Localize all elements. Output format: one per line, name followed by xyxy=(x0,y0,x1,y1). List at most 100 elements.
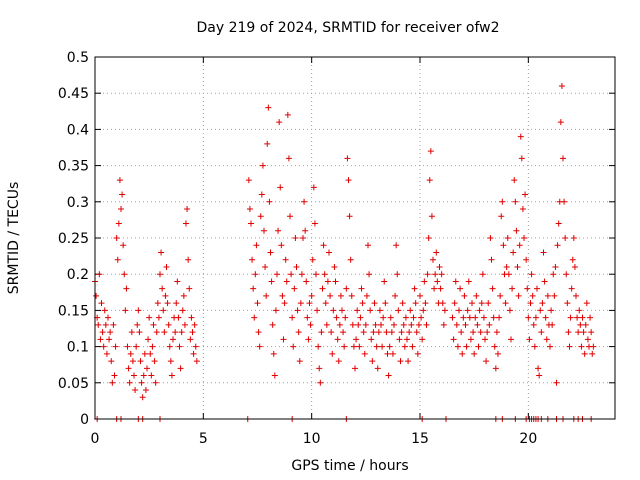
data-point xyxy=(314,307,321,314)
data-point xyxy=(379,343,386,350)
data-point xyxy=(132,387,139,394)
data-point xyxy=(280,336,287,343)
data-point xyxy=(554,242,561,249)
data-point xyxy=(276,119,283,126)
data-point xyxy=(113,235,120,241)
data-point xyxy=(415,321,422,328)
data-point xyxy=(567,314,574,321)
x-axis-label: GPS time / hours xyxy=(291,458,408,474)
data-point xyxy=(334,336,341,343)
data-point xyxy=(441,307,448,314)
data-point xyxy=(124,343,131,350)
data-point xyxy=(307,321,314,328)
data-point xyxy=(337,292,344,299)
data-point xyxy=(560,155,566,162)
data-point xyxy=(424,271,431,278)
y-tick-label: 0.25 xyxy=(58,231,89,247)
y-tick-label: 0.1 xyxy=(67,340,89,356)
data-point xyxy=(288,271,295,278)
data-point xyxy=(349,321,356,328)
data-point xyxy=(181,321,188,328)
data-point xyxy=(159,285,166,292)
data-point xyxy=(521,235,527,241)
data-point xyxy=(317,379,324,386)
data-point xyxy=(344,155,351,162)
data-point xyxy=(119,191,126,198)
data-point xyxy=(141,350,148,357)
data-point xyxy=(406,329,413,336)
data-point xyxy=(157,271,163,278)
data-point xyxy=(319,285,326,292)
data-point xyxy=(579,314,586,321)
data-point xyxy=(580,329,587,336)
data-point xyxy=(269,321,276,328)
chart-title: Day 219 of 2024, SRMTID for receiver ofw… xyxy=(196,20,499,36)
data-point xyxy=(417,292,423,299)
data-point xyxy=(552,263,559,270)
data-point xyxy=(274,271,280,278)
data-point xyxy=(139,394,146,401)
data-point xyxy=(590,343,597,350)
data-point xyxy=(460,314,467,321)
data-point xyxy=(393,242,400,249)
data-point xyxy=(116,177,123,184)
data-point xyxy=(405,358,412,365)
y-tick-label: 0.15 xyxy=(58,303,89,319)
data-point xyxy=(146,314,153,321)
data-point xyxy=(255,329,262,336)
data-point xyxy=(160,307,167,314)
data-point xyxy=(178,329,185,336)
data-point xyxy=(262,263,269,270)
data-point xyxy=(166,343,173,350)
data-point xyxy=(394,271,401,278)
data-point xyxy=(490,314,497,321)
data-point xyxy=(353,336,360,343)
data-point xyxy=(347,256,354,263)
data-point xyxy=(272,307,279,314)
data-point xyxy=(465,278,472,285)
data-point xyxy=(165,321,172,328)
data-point xyxy=(375,329,382,336)
data-point xyxy=(438,271,445,278)
data-point xyxy=(550,271,557,278)
data-point xyxy=(362,321,369,328)
data-point xyxy=(190,350,197,357)
data-point xyxy=(383,329,390,336)
data-point xyxy=(308,292,315,299)
data-point xyxy=(352,365,358,372)
y-tick-label: 0.2 xyxy=(67,267,89,283)
data-point xyxy=(517,133,524,140)
data-point xyxy=(103,350,110,357)
data-point xyxy=(305,336,312,343)
data-point xyxy=(168,372,175,379)
data-point xyxy=(285,155,292,162)
data-point xyxy=(397,358,404,365)
data-point xyxy=(557,119,564,126)
data-point xyxy=(544,292,551,299)
data-point xyxy=(426,177,433,184)
data-point xyxy=(281,300,288,307)
data-point xyxy=(400,321,407,328)
data-point xyxy=(392,292,399,299)
data-point xyxy=(565,329,572,336)
data-point xyxy=(138,379,145,386)
data-point xyxy=(537,307,544,314)
data-point xyxy=(571,263,578,270)
data-point xyxy=(558,82,565,89)
data-point xyxy=(419,336,426,343)
data-point xyxy=(318,329,325,336)
data-point xyxy=(363,292,370,299)
data-point xyxy=(310,184,317,191)
data-point xyxy=(121,271,128,278)
data-point xyxy=(108,358,115,365)
data-point xyxy=(145,336,152,343)
data-point xyxy=(136,329,143,336)
data-point xyxy=(284,111,291,118)
data-point xyxy=(387,314,394,321)
data-point xyxy=(332,278,339,285)
data-point xyxy=(483,358,490,365)
data-point xyxy=(469,300,475,307)
data-point xyxy=(99,329,106,336)
data-point xyxy=(248,220,254,227)
